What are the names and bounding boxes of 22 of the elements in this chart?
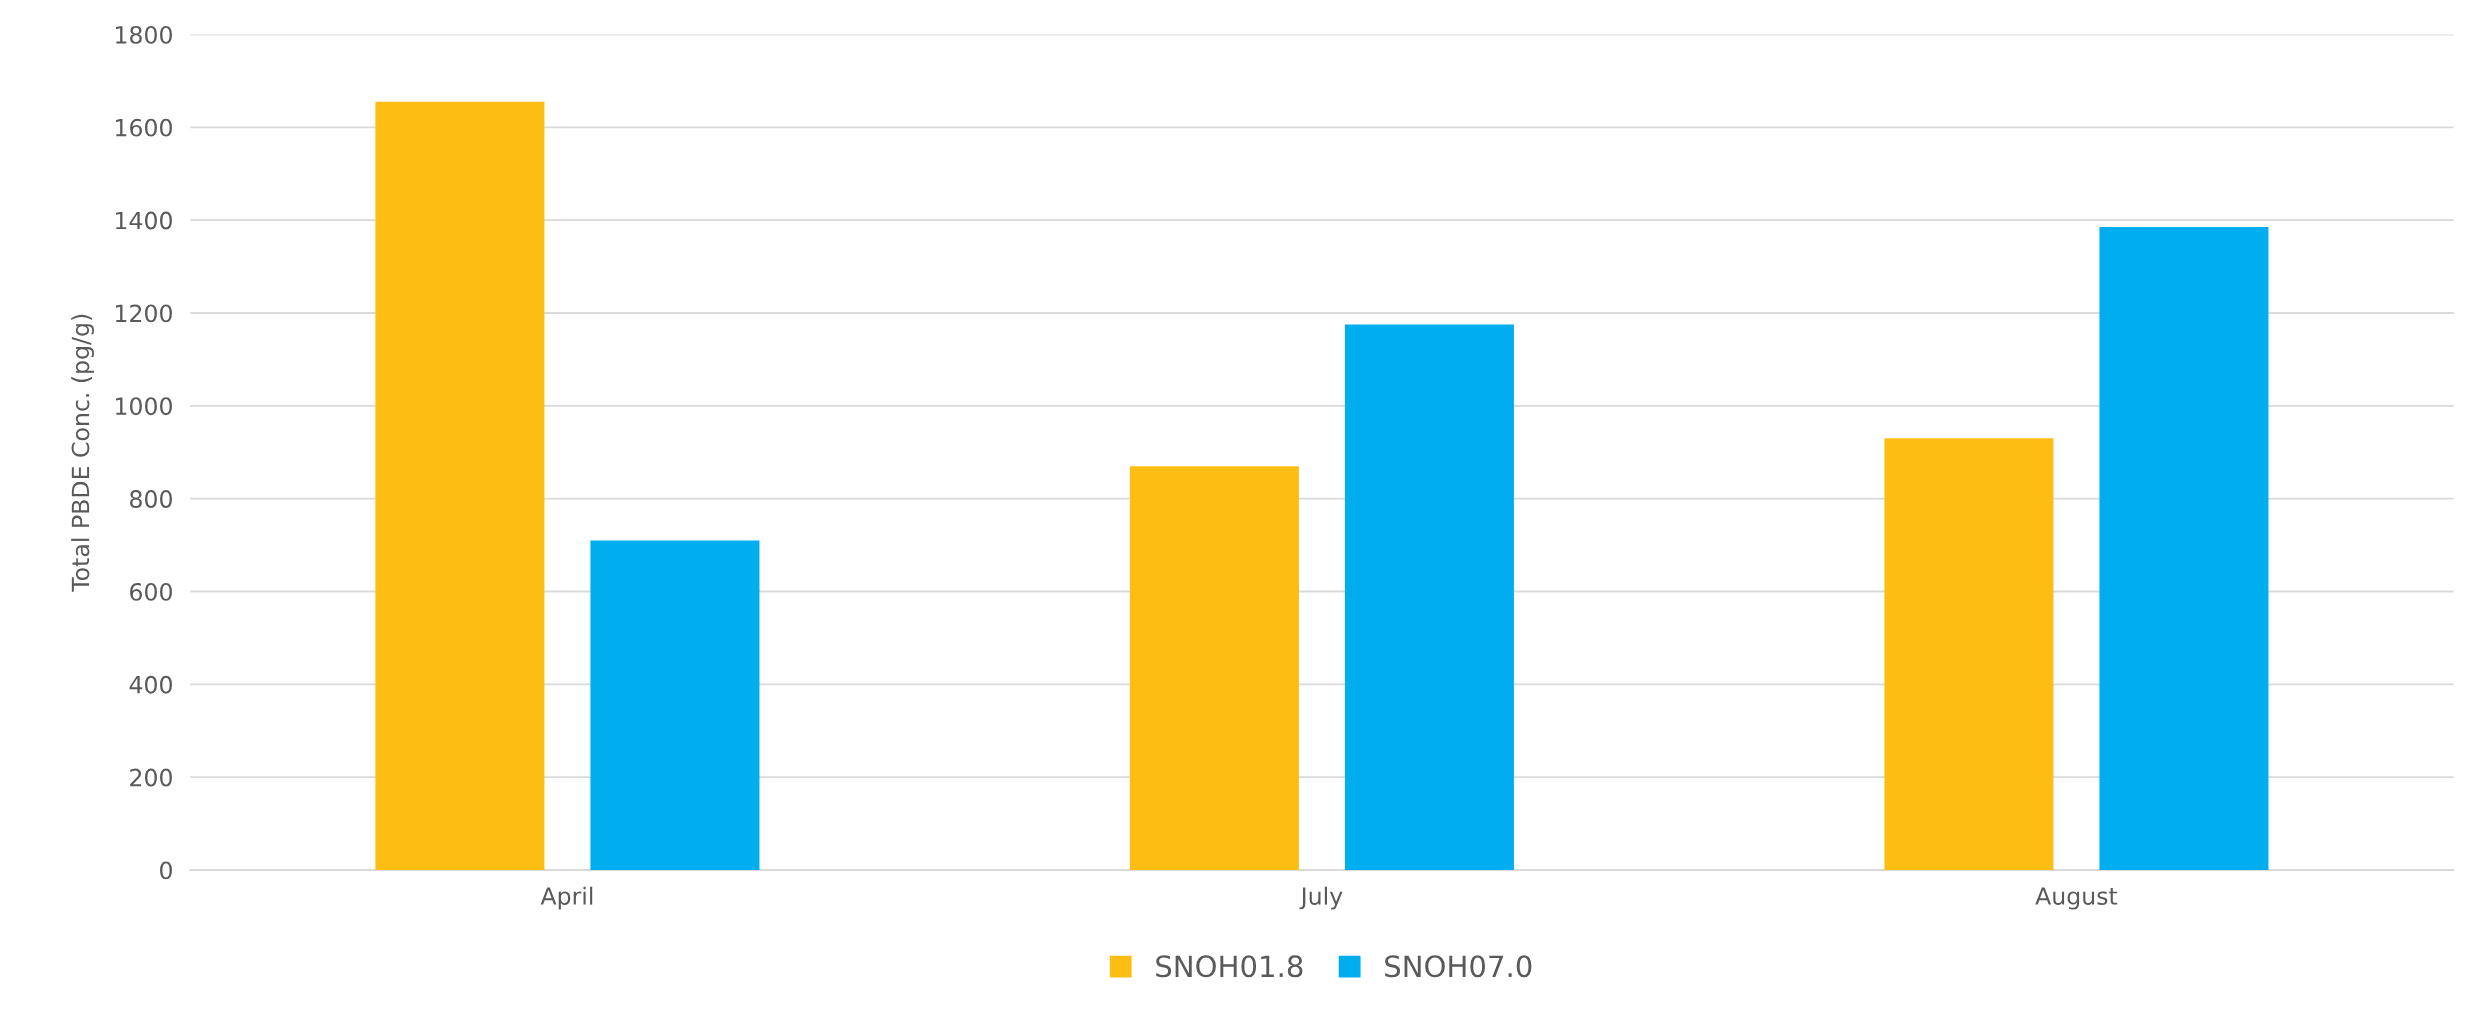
- y-tick-label: 600: [130, 582, 172, 601]
- x-tick-label: July: [1299, 886, 1343, 910]
- legend-label: SNOH01.8: [1156, 955, 1303, 978]
- y-tick-label: 800: [130, 490, 172, 508]
- y-tick-label: 0: [160, 861, 172, 880]
- bar: [1344, 324, 1514, 871]
- y-tick-label: 1400: [116, 211, 172, 230]
- x-tick-label: August: [2035, 887, 2118, 910]
- legend-label: SNOH07.0: [1385, 955, 1532, 978]
- x-tick-label: April: [540, 886, 593, 910]
- y-tick-label: 400: [129, 675, 172, 694]
- y-tick-label: 1000: [116, 397, 172, 416]
- y-tick-label: 1200: [116, 304, 172, 323]
- bar: [2099, 227, 2269, 871]
- bar: [375, 101, 545, 871]
- bar: [1129, 466, 1299, 871]
- y-tick-label: 200: [130, 768, 172, 787]
- y-tick-label: 1600: [116, 118, 172, 137]
- bar: [1884, 438, 2054, 871]
- y-tick-label: 1800: [116, 25, 172, 44]
- bar: [590, 540, 760, 871]
- y-axis-title: Total PBDE Conc. (pg/g): [71, 314, 94, 592]
